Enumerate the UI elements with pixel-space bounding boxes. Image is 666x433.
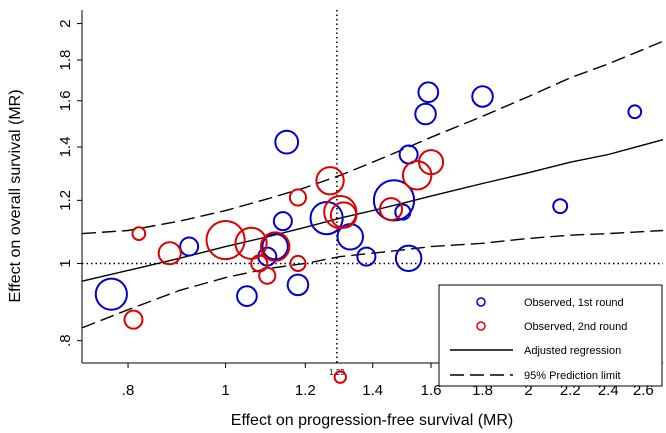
legend-marker-round1	[476, 297, 486, 307]
data-point-round1	[356, 246, 377, 267]
data-point-round2	[333, 370, 347, 384]
x-tick-label: 1.2	[295, 382, 316, 399]
y-tick-label: 2	[57, 19, 74, 27]
legend-marker-round2	[476, 321, 486, 331]
data-point-round2	[378, 197, 404, 222]
y-tick-label: 1.2	[57, 190, 74, 211]
y-tick-label: 1.8	[57, 50, 74, 71]
legend-item-regression: Adjusted regression	[450, 345, 621, 357]
data-points	[94, 81, 643, 384]
data-point-round1	[274, 129, 300, 155]
x-tick-label: 1.6	[421, 382, 442, 399]
prediction-limit-upper	[81, 40, 664, 235]
legend-item-prediction: 95% Prediction limit	[450, 370, 621, 382]
data-point-round1	[471, 85, 494, 108]
data-point-round1	[394, 203, 412, 221]
legend-label-prediction: 95% Prediction limit	[524, 370, 621, 382]
data-point-round1	[272, 211, 293, 232]
data-point-round2	[259, 231, 291, 262]
legend-box	[438, 284, 663, 387]
legend-label-round1: Observed, 1st round	[524, 297, 624, 309]
data-point-round2	[131, 226, 147, 241]
x-tick-label: 1	[221, 382, 229, 399]
legend-label-round2: Observed, 2nd round	[524, 321, 627, 333]
data-point-round1	[179, 236, 200, 257]
data-point-round1	[417, 81, 440, 104]
data-point-round2	[250, 254, 269, 273]
data-point-round2	[258, 266, 277, 285]
x-tick-label: .8	[122, 382, 135, 399]
data-point-round2	[123, 309, 144, 330]
data-point-round1	[394, 244, 423, 273]
prediction-limit-lower	[81, 229, 664, 329]
data-point-round1	[286, 273, 310, 297]
y-tick-label: .8	[57, 334, 74, 347]
data-point-round2	[234, 226, 268, 260]
data-point-round2	[323, 194, 358, 230]
data-point-round1	[94, 277, 128, 311]
data-point-round2	[329, 201, 358, 229]
y-tick-label: 1	[57, 259, 74, 267]
legend-label-regression: Adjusted regression	[524, 345, 621, 357]
legend-item-round2: Observed, 2nd round	[476, 321, 627, 333]
plot-area: .8 1 1.2 1.4 1.6 1.8 2 2.2 2.4 2.6 .811.21.41.61.…	[57, 10, 664, 399]
data-point-round1	[552, 198, 569, 215]
legend-item-round1: Observed, 1st round	[476, 297, 624, 309]
y-axis-ticks: .8 1 1.2 1.4 1.6 1.8 2	[57, 19, 82, 347]
data-point-round2	[401, 160, 433, 191]
data-point-round2	[157, 241, 182, 266]
x-tick-label: 1.4	[362, 382, 383, 399]
x-axis-ticks: .8 1 1.2 1.4 1.6 1.8 2 2.2 2.4 2.6	[122, 363, 654, 399]
data-point-round2	[417, 149, 445, 176]
data-point-round1	[261, 232, 289, 261]
data-point-round1	[627, 104, 643, 120]
y-axis-label: Effect on overall survival (MR)	[7, 89, 24, 302]
data-point-round1	[236, 285, 258, 307]
x-axis-label: Effect on progression-free survival (MR)	[231, 412, 513, 429]
adjusted-regression-line	[81, 139, 664, 282]
x-tick-label: 2	[524, 382, 532, 399]
y-tick-label: 1.6	[57, 90, 74, 111]
data-point-round2	[289, 254, 307, 272]
data-point-round2	[315, 166, 345, 196]
data-point-round2	[288, 188, 307, 207]
data-point-round1	[414, 102, 437, 126]
legend: Observed, 1st round Observed, 2nd round …	[438, 284, 663, 387]
y-tick-label: 1.4	[57, 137, 74, 158]
data-point-round2	[205, 219, 246, 261]
